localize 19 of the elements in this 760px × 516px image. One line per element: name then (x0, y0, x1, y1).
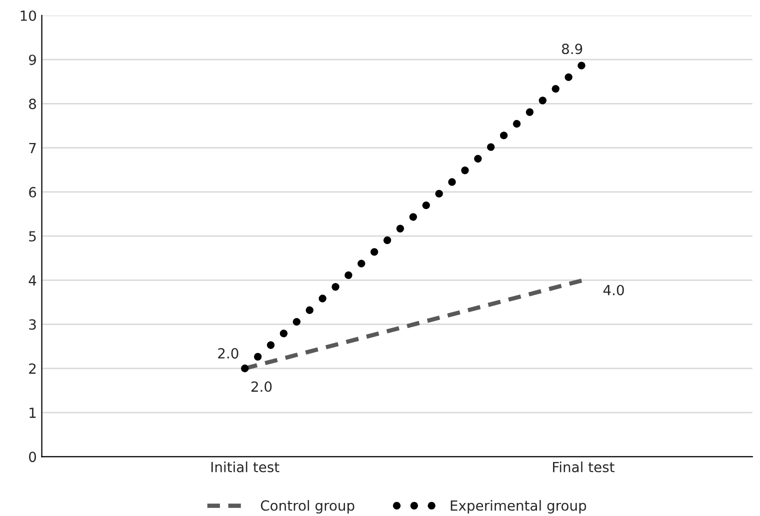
y-tick-label: 5 (29, 231, 36, 242)
legend-label: Experimental group (450, 500, 586, 514)
y-tick-label: 1 (30, 408, 36, 418)
y-tick-label: 7 (29, 142, 36, 154)
data-label: 8.9 (562, 44, 582, 54)
y-tick-label: 10 (20, 10, 36, 21)
y-tick-label: 0 (29, 452, 36, 462)
y-tick-label: 2 (29, 363, 36, 374)
y-tick-label: 6 (29, 186, 36, 198)
data-label: 2.0 (218, 348, 238, 359)
y-tick-label: 9 (28, 54, 36, 66)
data-label: 4.0 (603, 284, 624, 296)
data-label: 2.0 (251, 381, 272, 392)
y-tick-label: 8 (29, 98, 36, 110)
y-tick-label: 4 (28, 275, 36, 286)
y-tick-label: 3 (29, 319, 36, 330)
x-tick-label: Initial test (211, 462, 280, 472)
legend-label: Control group (260, 500, 354, 514)
x-tick-label: Final test (553, 462, 614, 472)
